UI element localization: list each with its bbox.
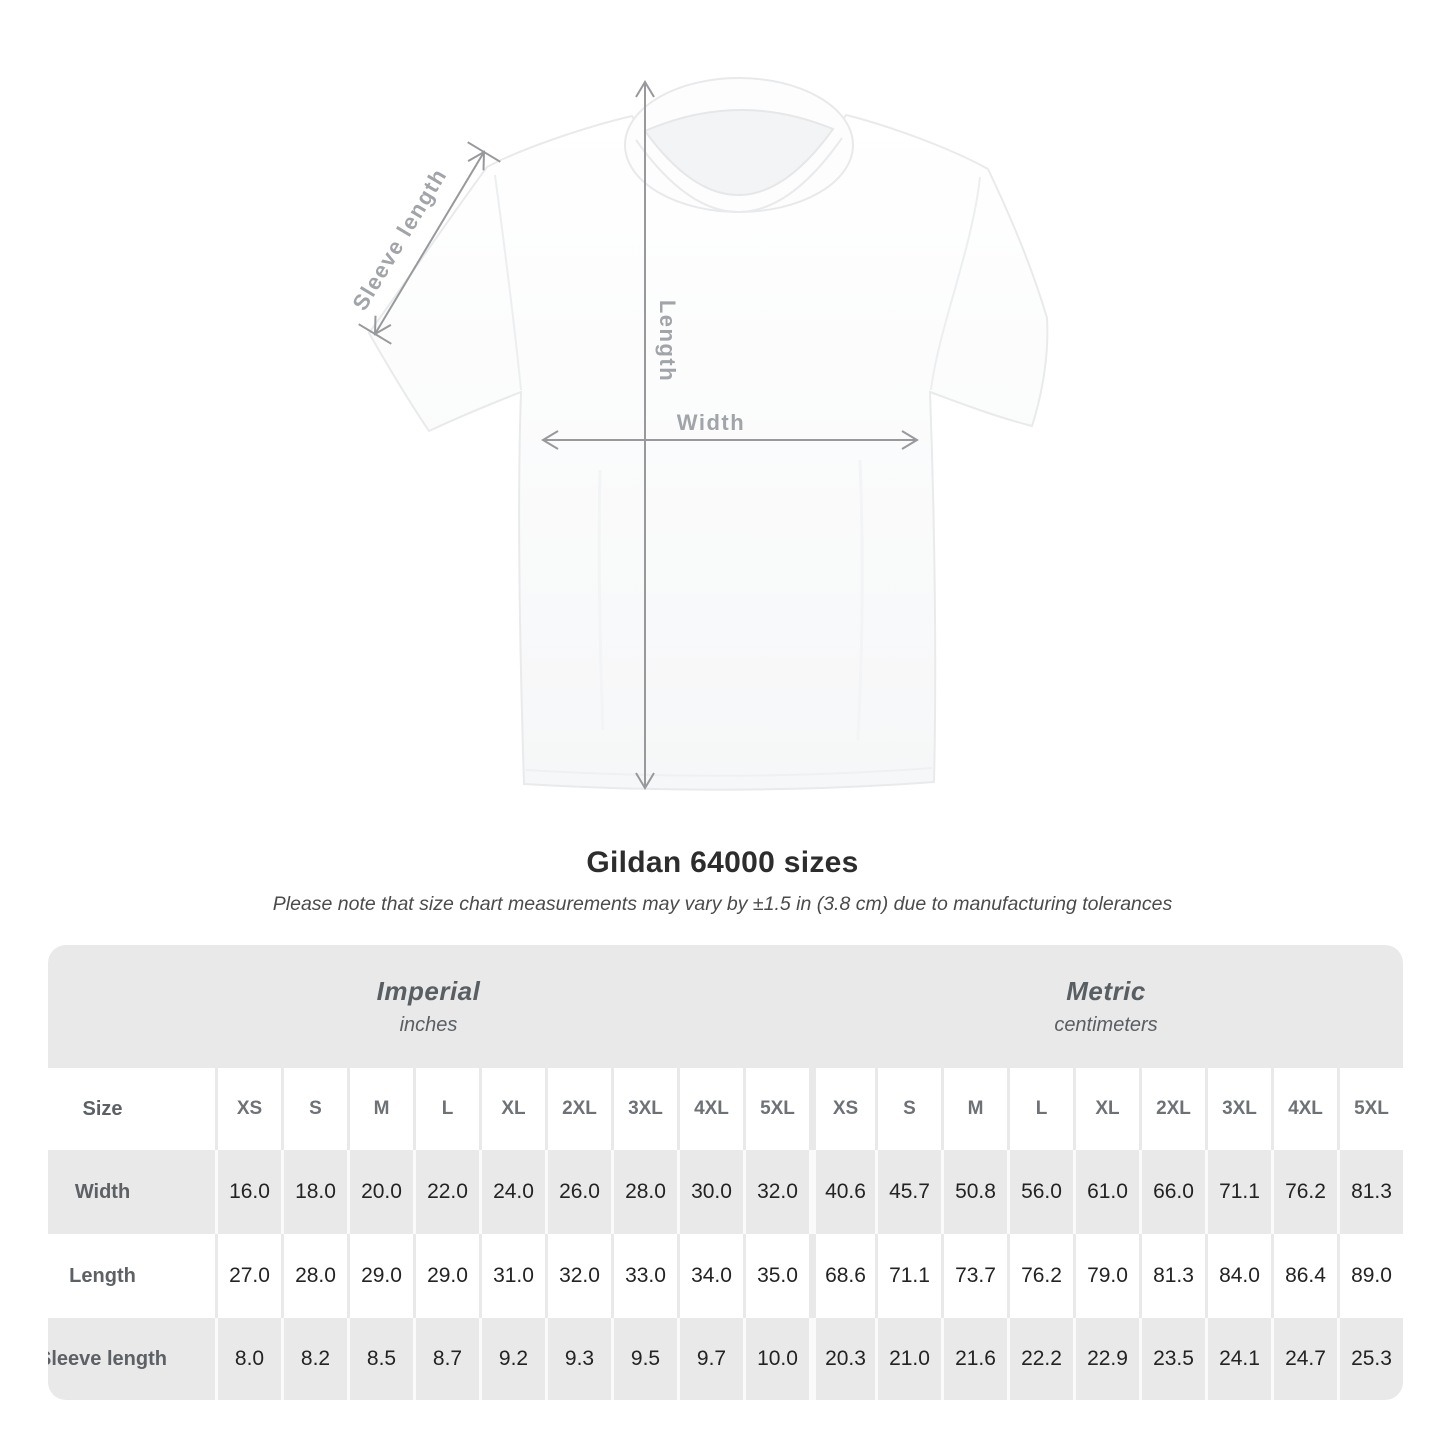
size-col-header: 3XL xyxy=(1205,1068,1271,1150)
value-cell: 27.0 xyxy=(215,1234,281,1318)
table-row-sleeve-length: Sleeve length 8.0 8.2 8.5 8.7 9.2 9.3 9.… xyxy=(48,1318,1403,1400)
value-cell: 81.3 xyxy=(1139,1234,1205,1318)
value-cell: 25.3 xyxy=(1337,1318,1403,1400)
value-cell: 21.0 xyxy=(875,1318,941,1400)
value-cell: 31.0 xyxy=(479,1234,545,1318)
size-chart-table: Imperial inches Metric centimeters Size … xyxy=(48,945,1403,1400)
value-cell: 9.7 xyxy=(677,1318,743,1400)
value-cell: 26.0 xyxy=(545,1150,611,1234)
sleeve-length-arrow xyxy=(358,141,501,345)
value-cell: 23.5 xyxy=(1139,1318,1205,1400)
size-col-header: 4XL xyxy=(677,1068,743,1150)
metric-label: Metric xyxy=(1066,976,1146,1006)
size-col-header: 5XL xyxy=(743,1068,809,1150)
table-row-width: Width 16.0 18.0 20.0 22.0 24.0 26.0 28.0… xyxy=(48,1150,1403,1234)
value-cell: 30.0 xyxy=(677,1150,743,1234)
value-cell: 20.3 xyxy=(809,1318,875,1400)
metric-header: Metric centimeters xyxy=(809,945,1403,1068)
imperial-unit: inches xyxy=(399,1014,458,1036)
row-label: Sleeve length xyxy=(48,1347,167,1370)
size-col-header: XL xyxy=(1073,1068,1139,1150)
value-cell: 73.7 xyxy=(941,1234,1007,1318)
value-cell: 50.8 xyxy=(941,1150,1007,1234)
value-cell: 84.0 xyxy=(1205,1234,1271,1318)
table-row-length: Length 27.0 28.0 29.0 29.0 31.0 32.0 33.… xyxy=(48,1234,1403,1318)
value-cell: 8.5 xyxy=(347,1318,413,1400)
value-cell: 9.3 xyxy=(545,1318,611,1400)
size-col-header: 2XL xyxy=(1139,1068,1205,1150)
value-cell: 28.0 xyxy=(611,1150,677,1234)
value-cell: 22.2 xyxy=(1007,1318,1073,1400)
size-corner-header: Size xyxy=(82,1097,123,1120)
tolerance-note: Please note that size chart measurements… xyxy=(272,893,1173,915)
size-col-header: L xyxy=(413,1068,479,1150)
value-cell: 66.0 xyxy=(1139,1150,1205,1234)
size-col-header: 5XL xyxy=(1337,1068,1403,1150)
value-cell: 76.2 xyxy=(1271,1150,1337,1234)
value-cell: 81.3 xyxy=(1337,1150,1403,1234)
length-arrow xyxy=(635,80,655,790)
value-cell: 24.7 xyxy=(1271,1318,1337,1400)
value-cell: 71.1 xyxy=(875,1234,941,1318)
value-cell: 20.0 xyxy=(347,1150,413,1234)
width-label: Width xyxy=(677,410,745,435)
value-cell: 29.0 xyxy=(413,1234,479,1318)
page-title: Gildan 64000 sizes xyxy=(586,846,859,879)
value-cell: 22.0 xyxy=(413,1150,479,1234)
size-col-header: S xyxy=(875,1068,941,1150)
size-col-header: L xyxy=(1007,1068,1073,1150)
value-cell: 9.5 xyxy=(611,1318,677,1400)
value-cell: 71.1 xyxy=(1205,1150,1271,1234)
imperial-label: Imperial xyxy=(376,976,481,1006)
width-arrow xyxy=(541,430,919,450)
size-col-header: 4XL xyxy=(1271,1068,1337,1150)
size-header-row: Size XS S M L XL 2XL 3XL 4XL 5XL XS S M … xyxy=(48,1068,1403,1150)
value-cell: 9.2 xyxy=(479,1318,545,1400)
size-col-header: M xyxy=(347,1068,413,1150)
value-cell: 35.0 xyxy=(743,1234,809,1318)
tshirt-size-diagram: Length Width Sleeve length xyxy=(347,77,1049,791)
value-cell: 56.0 xyxy=(1007,1150,1073,1234)
value-cell: 32.0 xyxy=(743,1150,809,1234)
tshirt-photo xyxy=(367,77,1049,791)
value-cell: 34.0 xyxy=(677,1234,743,1318)
value-cell: 24.0 xyxy=(479,1150,545,1234)
value-cell: 86.4 xyxy=(1271,1234,1337,1318)
value-cell: 40.6 xyxy=(809,1150,875,1234)
unit-header-band: Imperial inches Metric centimeters xyxy=(48,945,1403,1068)
value-cell: 32.0 xyxy=(545,1234,611,1318)
value-cell: 21.6 xyxy=(941,1318,1007,1400)
value-cell: 22.9 xyxy=(1073,1318,1139,1400)
value-cell: 89.0 xyxy=(1337,1234,1403,1318)
size-col-header: 2XL xyxy=(545,1068,611,1150)
value-cell: 76.2 xyxy=(1007,1234,1073,1318)
value-cell: 8.7 xyxy=(413,1318,479,1400)
length-label: Length xyxy=(655,300,680,382)
size-col-header: XS xyxy=(809,1068,875,1150)
value-cell: 33.0 xyxy=(611,1234,677,1318)
value-cell: 8.0 xyxy=(215,1318,281,1400)
value-cell: 18.0 xyxy=(281,1150,347,1234)
value-cell: 68.6 xyxy=(809,1234,875,1318)
metric-unit: centimeters xyxy=(1054,1014,1158,1036)
value-cell: 28.0 xyxy=(281,1234,347,1318)
size-col-header: M xyxy=(941,1068,1007,1150)
value-cell: 10.0 xyxy=(743,1318,809,1400)
value-cell: 61.0 xyxy=(1073,1150,1139,1234)
size-col-header: XS xyxy=(215,1068,281,1150)
value-cell: 24.1 xyxy=(1205,1318,1271,1400)
size-col-header: XL xyxy=(479,1068,545,1150)
row-label: Length xyxy=(69,1264,136,1287)
value-cell: 79.0 xyxy=(1073,1234,1139,1318)
size-col-header: 3XL xyxy=(611,1068,677,1150)
value-cell: 8.2 xyxy=(281,1318,347,1400)
row-label: Width xyxy=(74,1180,131,1203)
value-cell: 29.0 xyxy=(347,1234,413,1318)
value-cell: 45.7 xyxy=(875,1150,941,1234)
size-col-header: S xyxy=(281,1068,347,1150)
imperial-header: Imperial inches xyxy=(48,945,809,1068)
value-cell: 16.0 xyxy=(215,1150,281,1234)
